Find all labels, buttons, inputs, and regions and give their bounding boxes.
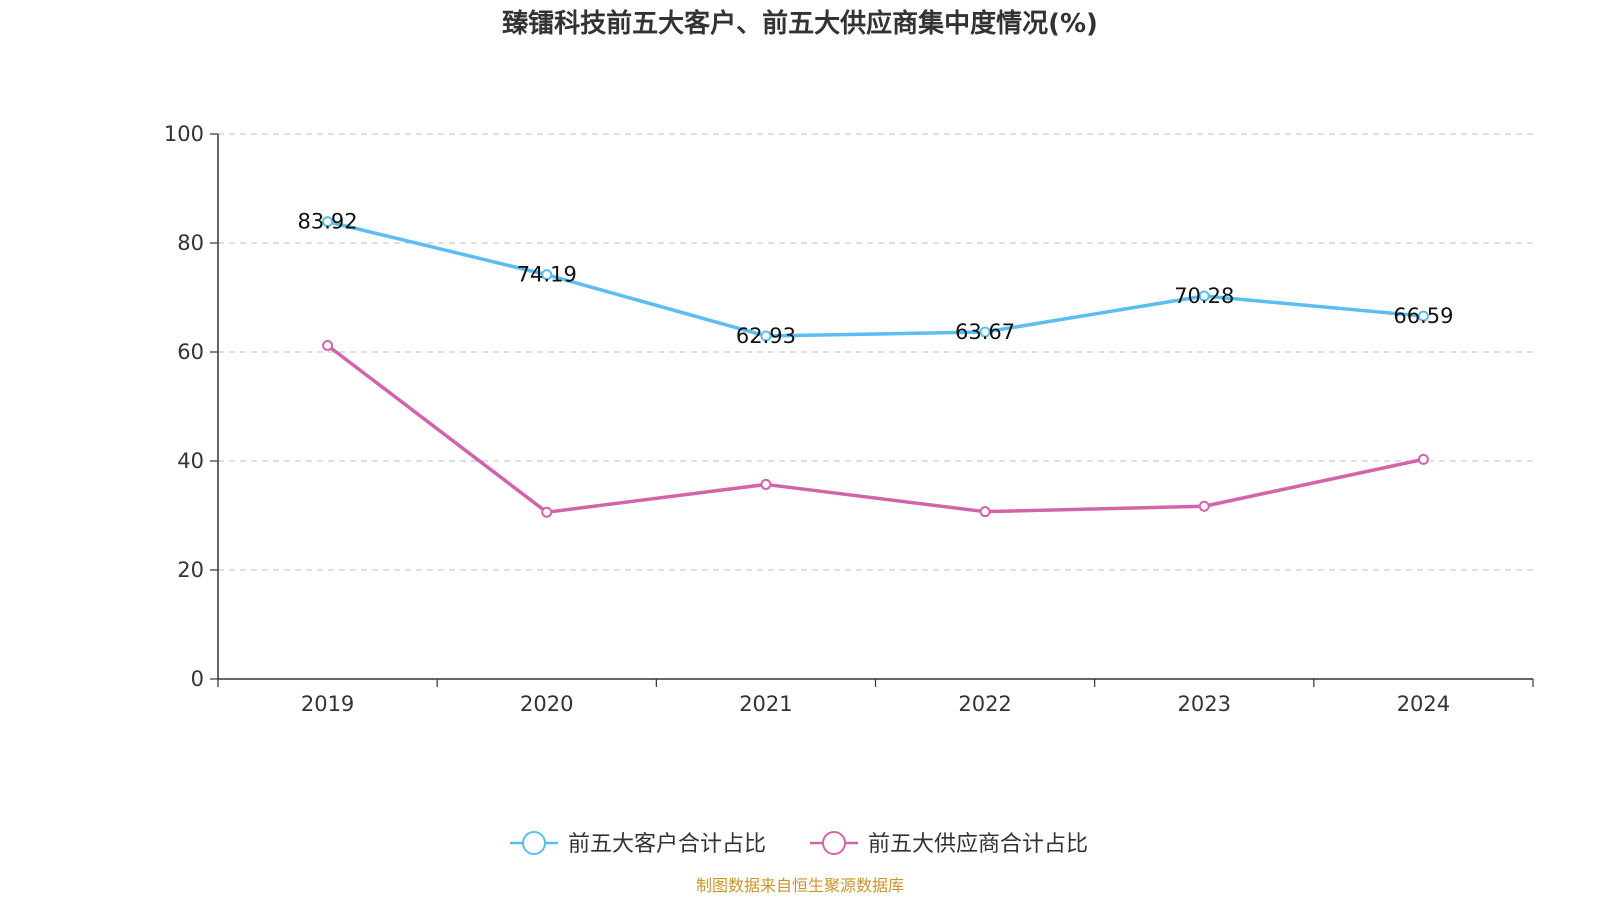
data-point bbox=[322, 216, 334, 228]
y-tick-label: 40 bbox=[177, 449, 204, 473]
axes: 0 20 40 60 80 100 2019 2020 2021 2022 2023 2024 bbox=[164, 122, 1534, 716]
series-line-2 bbox=[326, 344, 1424, 514]
y-tick-label: 80 bbox=[177, 231, 204, 255]
x-tick-label: 2024 bbox=[1397, 692, 1450, 716]
legend-item-2[interactable]: 前五大供应商合计占比 bbox=[810, 831, 1088, 857]
legend[interactable]: 前五大客户合计占比 前五大供应商合计占比 bbox=[510, 831, 1088, 857]
data-point bbox=[1417, 453, 1429, 465]
x-tick-label: 2022 bbox=[958, 692, 1011, 716]
legend-marker bbox=[822, 831, 846, 855]
grid-lines bbox=[218, 133, 1533, 571]
data-point bbox=[541, 269, 553, 281]
data-label: 83.92 bbox=[298, 210, 358, 234]
y-tick-label: 0 bbox=[191, 667, 204, 691]
data-point bbox=[979, 326, 991, 338]
series-layer bbox=[322, 216, 1429, 518]
data-label: 62.93 bbox=[736, 324, 796, 348]
x-tick-label: 2019 bbox=[301, 692, 354, 716]
x-tick-label: 2021 bbox=[739, 692, 792, 716]
legend-label: 前五大供应商合计占比 bbox=[868, 832, 1088, 857]
data-point bbox=[1198, 290, 1210, 302]
data-label: 70.28 bbox=[1174, 284, 1234, 308]
data-label: 66.59 bbox=[1393, 304, 1453, 328]
legend-item-1[interactable]: 前五大客户合计占比 bbox=[510, 831, 766, 857]
data-point bbox=[322, 339, 334, 351]
y-tick-label: 20 bbox=[177, 558, 204, 582]
data-point bbox=[979, 506, 991, 518]
data-label: 63.67 bbox=[955, 320, 1015, 344]
data-point bbox=[760, 330, 772, 342]
x-tick-label: 2020 bbox=[520, 692, 573, 716]
legend-marker bbox=[522, 831, 546, 855]
data-labels: 83.92 74.19 62.93 63.67 70.28 66.59 bbox=[298, 210, 1454, 348]
chart-title: 臻镭科技前五大客户、前五大供应商集中度情况(%) bbox=[502, 8, 1098, 39]
y-tick-label: 60 bbox=[177, 340, 204, 364]
y-tick-label: 100 bbox=[164, 122, 204, 146]
data-point bbox=[1198, 500, 1210, 512]
data-point bbox=[760, 478, 772, 490]
series-line-1 bbox=[327, 219, 1424, 338]
source-note: 制图数据来自恒生聚源数据库 bbox=[696, 876, 904, 895]
legend-label: 前五大客户合计占比 bbox=[568, 832, 766, 857]
data-point bbox=[541, 506, 553, 518]
data-label: 74.19 bbox=[517, 263, 577, 287]
x-tick-label: 2023 bbox=[1178, 692, 1231, 716]
data-point bbox=[1417, 310, 1429, 322]
